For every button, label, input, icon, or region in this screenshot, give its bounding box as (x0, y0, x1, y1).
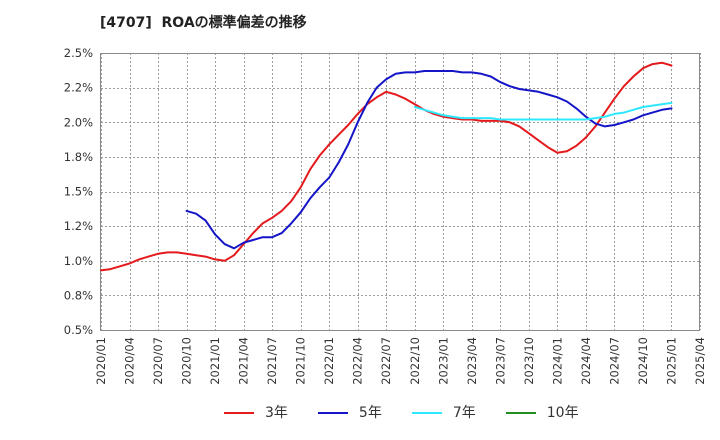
x-tick-label: 2024/01 (550, 337, 564, 385)
legend: 3年 5年 7年 10年 (224, 404, 609, 422)
y-tick-label: 1.5% (64, 185, 93, 199)
legend-swatch-10y (505, 412, 536, 414)
y-tick-label: 2.0% (64, 115, 93, 129)
x-tick-label: 2021/04 (237, 337, 251, 385)
x-tick-label: 2023/01 (436, 337, 450, 385)
series-layer (100, 61, 673, 272)
x-tick-label: 2023/07 (493, 337, 507, 385)
x-tick-label: 2020/04 (123, 337, 137, 385)
legend-item-3y: 3年 (224, 404, 288, 422)
legend-swatch-5y (317, 412, 348, 414)
y-axis: 2.5% 2.2% 2.0% 1.8% 1.5% 1.2% 1.0% 0.8% 0.5% (64, 46, 93, 337)
legend-label-10y: 10年 (546, 405, 579, 421)
y-tick-label: 1.0% (64, 254, 93, 268)
x-tick-label: 2022/04 (351, 337, 365, 385)
x-tick-label: 2025/04 (693, 337, 707, 385)
y-tick-label: 2.2% (64, 81, 93, 95)
y-tick-label: 2.5% (64, 46, 93, 60)
legend-label-7y: 7年 (452, 405, 476, 421)
x-tick-label: 2024/10 (636, 337, 650, 385)
x-tick-label: 2024/07 (607, 337, 621, 385)
series-line-5y (185, 70, 673, 250)
y-tick-label: 1.8% (64, 150, 93, 164)
x-tick-label: 2021/07 (265, 337, 279, 385)
x-tick-label: 2022/10 (408, 337, 422, 385)
x-tick-label: 2021/10 (294, 337, 308, 385)
legend-item-7y: 7年 (411, 404, 476, 422)
y-tick-label: 1.2% (64, 219, 93, 233)
x-tick-label: 2023/04 (465, 337, 479, 385)
grid-layer (101, 53, 701, 331)
x-tick-label: 2021/01 (208, 337, 222, 385)
legend-item-5y: 5年 (317, 404, 382, 422)
x-tick-label: 2023/10 (522, 337, 536, 385)
series-line-3y (100, 61, 673, 272)
chart-title: [4707] ROAの標準偏差の推移 (100, 15, 307, 31)
legend-swatch-3y (224, 412, 254, 414)
y-tick-label: 0.8% (64, 288, 93, 302)
plot-frame (100, 53, 700, 331)
legend-label-5y: 5年 (358, 405, 382, 421)
series-line-7y (413, 101, 673, 121)
x-tick-label: 2020/10 (180, 337, 194, 385)
x-tick-label: 2024/04 (579, 337, 593, 385)
legend-label-3y: 3年 (265, 405, 288, 421)
x-axis: 2020/01 2020/04 2020/07 2020/10 2021/01 2021/… (94, 337, 707, 385)
x-tick-label: 2020/07 (151, 337, 165, 385)
x-tick-label: 2025/01 (665, 337, 679, 385)
y-tick-label: 0.5% (64, 323, 93, 337)
x-tick-label: 2022/07 (379, 337, 393, 385)
x-tick-label: 2022/01 (322, 337, 336, 385)
x-tick-label: 2020/01 (94, 337, 108, 385)
legend-swatch-7y (411, 412, 442, 414)
legend-item-10y: 10年 (505, 404, 579, 422)
